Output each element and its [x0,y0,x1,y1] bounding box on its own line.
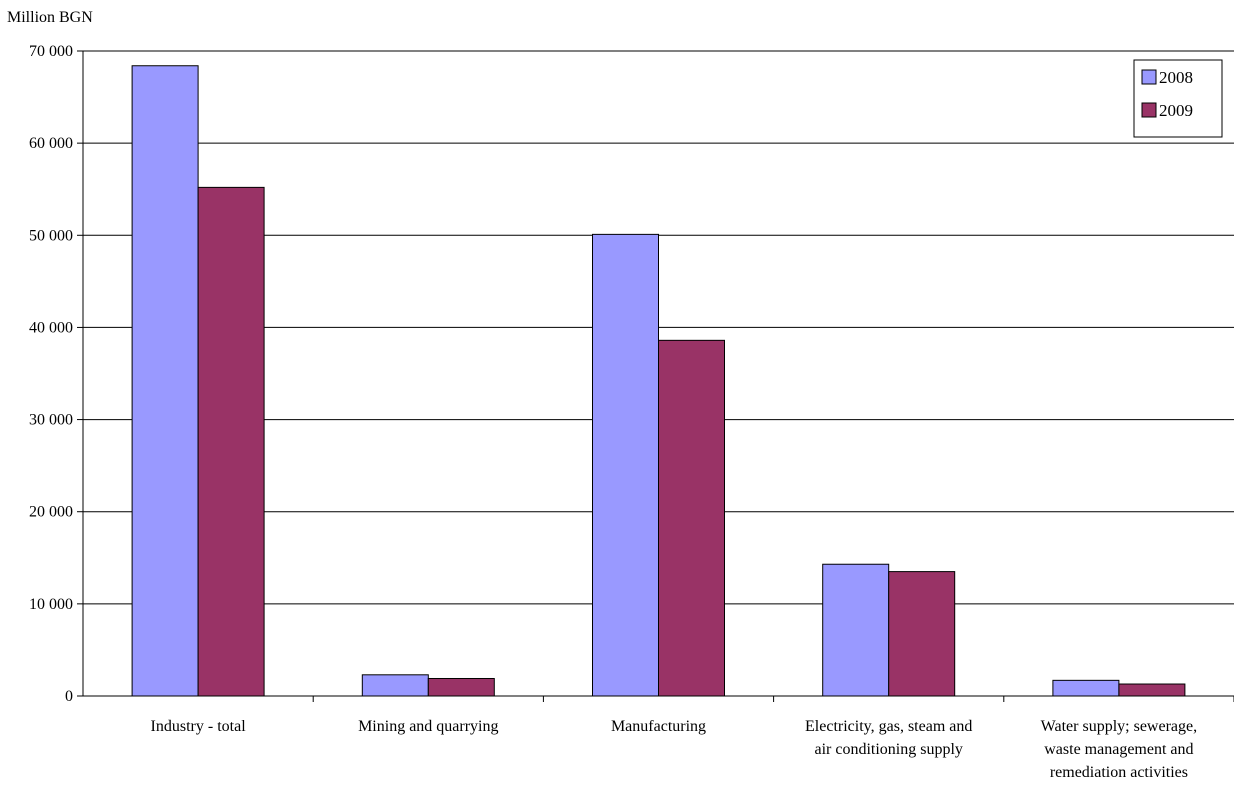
bar-2008 [592,233,659,697]
axes [77,50,1234,702]
y-tick-label: 60 000 [29,135,73,152]
legend: 2008 2009 [1133,59,1223,138]
bar-2008 [1052,679,1120,697]
x-category-label: Mining and quarrying [358,718,498,735]
y-tick-label: 10 000 [29,596,73,613]
bar-2008 [361,674,429,697]
legend-label: 2008 [1159,68,1193,87]
y-tick-label: 70 000 [29,43,73,60]
y-axis-title: Million BGN [7,9,93,26]
bar-2009 [427,677,495,697]
y-tick-labels: 0 10 000 20 000 30 000 40 000 50 000 60 000 70 … [29,43,73,705]
legend-label: 2009 [1159,101,1193,120]
y-tick-label: 20 000 [29,504,73,521]
bars [131,65,1186,697]
y-tick-label: 50 000 [29,227,73,244]
y-tick-label: 40 000 [29,319,73,336]
bar-2008 [131,65,199,697]
x-category-label: Water supply; sewerage, waste management … [1041,718,1197,781]
x-category-label: Electricity, gas, steam and air condition… [805,718,972,758]
x-category-labels: Industry - total Mining and quarrying Manu… [151,718,1198,781]
bar-2009 [658,339,725,697]
legend-swatch [1141,102,1157,118]
bar-2009 [888,571,956,697]
x-category-label: Manufacturing [611,718,706,735]
legend-swatch [1141,69,1157,85]
y-tick-label: 30 000 [29,412,73,429]
bar-2009 [1118,683,1186,697]
x-category-label: Industry - total [151,718,247,735]
y-tick-label: 0 [65,688,73,705]
bar-2008 [822,563,890,697]
bar-2009 [197,186,265,697]
